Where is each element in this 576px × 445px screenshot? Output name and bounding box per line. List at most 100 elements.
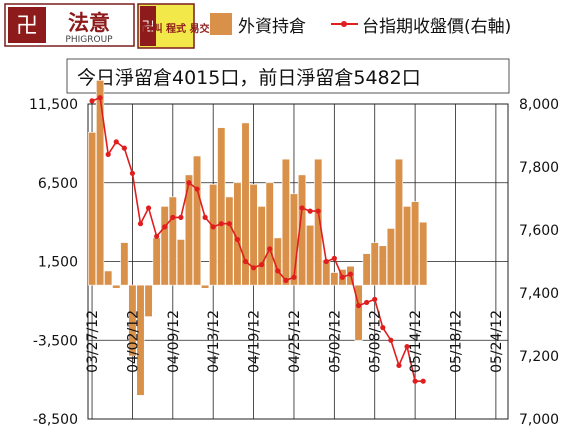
line-point-30 [331, 255, 337, 261]
line-point-29 [323, 258, 329, 265]
bar-12 [184, 174, 194, 286]
left-tick-1: 6,500 [38, 176, 78, 192]
x-tick-6: 05/02/12 [327, 310, 343, 373]
left-tick-3: -3,500 [33, 333, 78, 349]
line-point-22 [267, 246, 273, 252]
bar-22 [265, 182, 274, 286]
line-point-27 [307, 208, 313, 214]
line-point-2 [105, 151, 111, 157]
line-point-11 [178, 214, 184, 220]
bar-33 [354, 284, 363, 341]
left-tick-0: 11,500 [29, 97, 78, 113]
line-point-1 [97, 95, 103, 101]
right-tick-3: 7,400 [519, 286, 559, 302]
line-point-9 [162, 224, 168, 230]
bar-19 [241, 122, 250, 286]
logo-fayi: 卍 法意 PHIGROUP [4, 3, 135, 47]
line-point-41 [420, 378, 426, 384]
right-tick-5: 7,000 [519, 412, 559, 428]
line-point-3 [113, 139, 119, 145]
bar-2 [104, 270, 113, 286]
logo-fayi-text: 法意 [68, 11, 110, 35]
line-point-28 [315, 208, 321, 214]
x-tick-4: 04/19/12 [247, 310, 263, 373]
bar-37 [386, 228, 395, 286]
line-point-33 [355, 303, 362, 309]
line-point-34 [364, 299, 370, 306]
legend-line-label: 台指期收盤價(右軸) [362, 17, 511, 37]
left-tick-2: 1,500 [38, 255, 78, 271]
line-point-12 [186, 180, 192, 186]
bar-30 [330, 272, 339, 286]
bar-6 [136, 284, 145, 396]
line-point-35 [372, 296, 378, 302]
line-series [89, 95, 426, 384]
x-tick-3: 04/13/12 [206, 310, 222, 373]
line-point-37 [388, 337, 394, 343]
x-tick-7: 05/08/12 [368, 310, 384, 373]
line-point-14 [202, 214, 208, 220]
line-point-36 [380, 325, 386, 331]
net-position-note: 今日淨留倉4015口，前日淨留倉5482口 [66, 58, 510, 94]
bar-14 [201, 284, 210, 289]
legend: 外資持倉 台指期收盤價(右軸) [210, 13, 511, 37]
right-tick-1: 7,800 [519, 160, 559, 176]
line-point-6 [137, 221, 144, 227]
x-tick-8: 05/14/12 [408, 310, 424, 373]
line-point-26 [299, 205, 305, 211]
bar-0 [87, 132, 97, 286]
line-point-19 [242, 258, 249, 265]
legend-bar-label: 外資持倉 [238, 17, 306, 37]
bar-34 [362, 253, 371, 286]
legend-line-marker [341, 21, 347, 27]
left-tick-4: -8,500 [33, 412, 78, 428]
x-tick-9: 05/18/12 [449, 310, 465, 373]
bar-40 [411, 201, 420, 286]
line-point-4 [121, 145, 127, 151]
bar-10 [168, 196, 177, 286]
logo-fayi-mark: 卍 [16, 14, 38, 39]
logo-program-trade: 卍 阿叫 程式 易交 [137, 3, 210, 49]
bar-9 [160, 206, 169, 286]
bar-24 [281, 158, 290, 286]
line-point-18 [234, 236, 241, 243]
x-tick-0: 03/27/12 [85, 310, 101, 373]
right-tick-2: 7,600 [519, 223, 559, 239]
bar-8 [152, 237, 161, 286]
bar-21 [257, 206, 266, 286]
left-axis: 11,500 6,500 1,500 -3,500 -8,500 [29, 97, 78, 428]
x-axis: 03/27/12 04/02/12 04/09/12 04/13/12 04/19/12… [85, 310, 505, 373]
right-tick-0: 8,000 [519, 97, 559, 113]
line-point-8 [154, 233, 160, 239]
x-tick-2: 04/09/12 [166, 310, 182, 373]
bar-16 [217, 127, 226, 286]
bar-5 [128, 284, 137, 357]
bar-18 [233, 182, 242, 286]
x-tick-10: 05/24/12 [489, 310, 505, 373]
line-point-24 [283, 277, 289, 283]
bar-26 [297, 174, 307, 286]
bar-11 [176, 239, 185, 286]
line-point-25 [291, 274, 297, 280]
line-point-5 [129, 170, 136, 176]
line-point-21 [259, 262, 265, 268]
bar-39 [402, 206, 412, 286]
bar-35 [370, 242, 379, 286]
bar-17 [225, 196, 234, 286]
line-point-7 [145, 205, 152, 211]
line-point-10 [170, 214, 176, 220]
logo-program-text: 阿叫 程式 易交 [143, 22, 210, 35]
bar-13 [192, 155, 202, 286]
bar-28 [314, 158, 323, 286]
bar-41 [419, 221, 428, 286]
line-point-13 [194, 186, 200, 192]
line-point-23 [275, 268, 281, 274]
line-point-17 [226, 221, 232, 227]
line-point-0 [89, 98, 95, 104]
bar-series [87, 80, 428, 396]
bar-7 [144, 284, 153, 317]
bar-38 [394, 158, 404, 286]
bar-15 [209, 184, 218, 286]
